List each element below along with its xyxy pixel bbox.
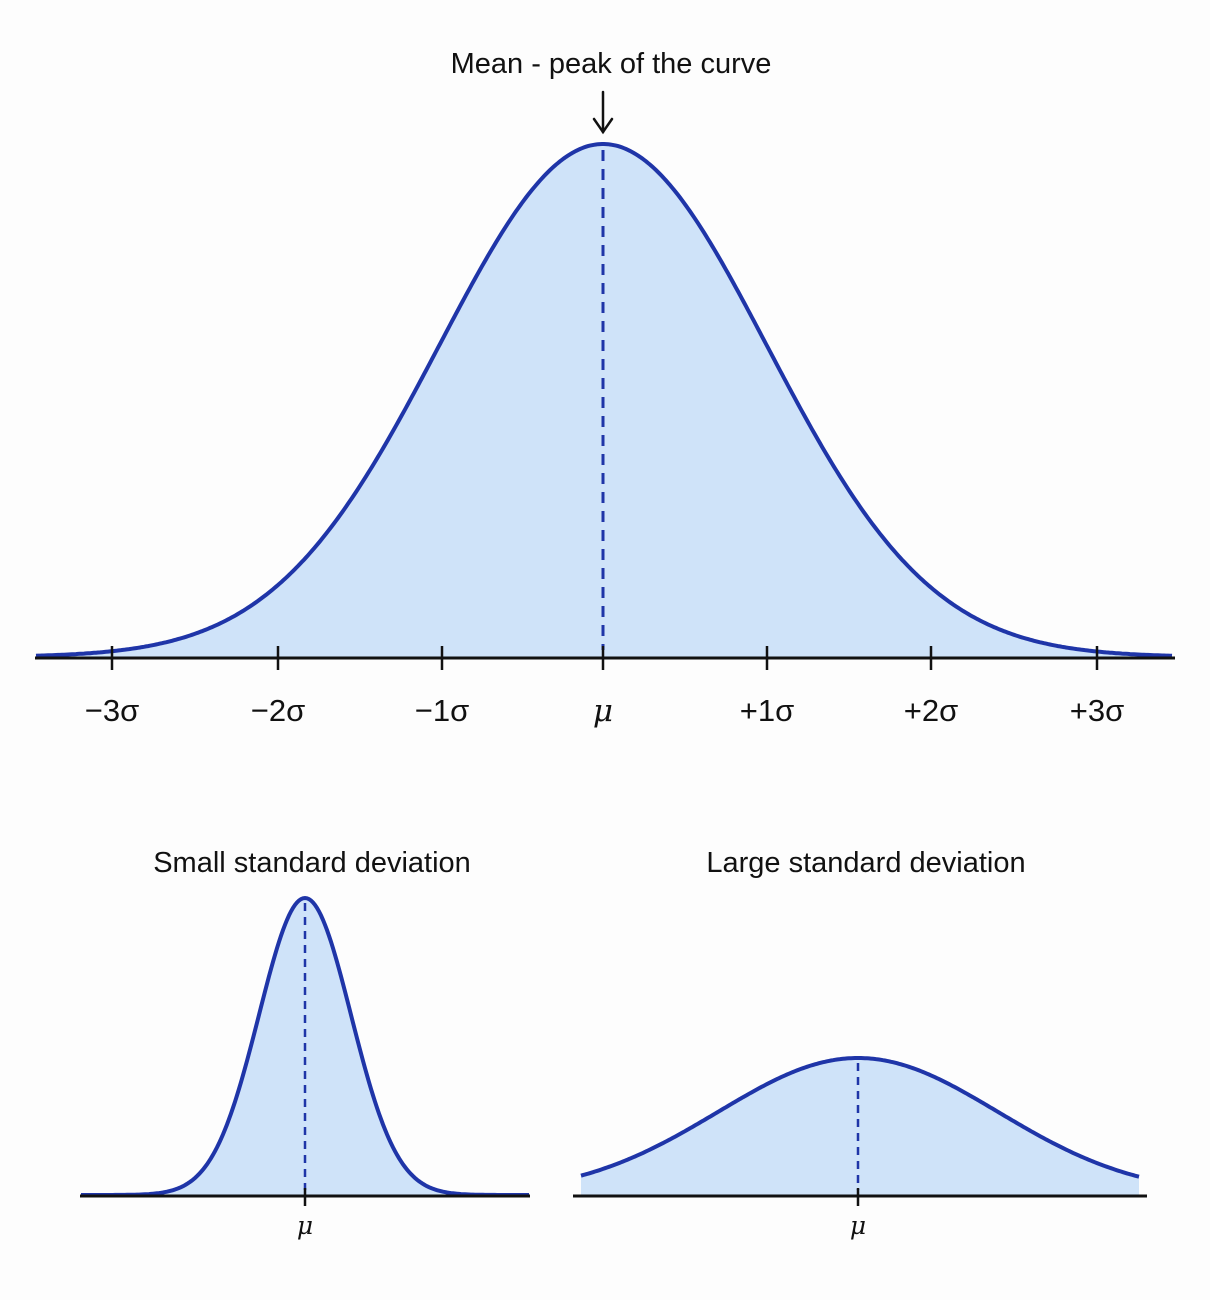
large-mean-label: μ xyxy=(850,1211,866,1240)
small-mean-label: μ xyxy=(297,1211,313,1240)
large-curve-fill xyxy=(581,1058,1139,1195)
main-curve xyxy=(35,142,1173,658)
tick-label-plus1: +1σ xyxy=(740,693,794,728)
arrow-down-icon xyxy=(592,90,614,135)
tick-label-minus3: −3σ xyxy=(85,693,139,728)
tick-label-mean: μ xyxy=(593,693,613,729)
tick-label-plus2: +2σ xyxy=(904,693,958,728)
main-tick-marks xyxy=(110,646,1099,670)
large-curve xyxy=(580,1056,1140,1179)
tick-label-plus3: +3σ xyxy=(1070,693,1124,728)
small-curve xyxy=(81,895,529,1197)
tick-label-minus1: −1σ xyxy=(415,693,469,728)
mean-annotation: Mean - peak of the curve xyxy=(451,48,772,80)
main-chart: −3σ −2σ −1σ μ +1σ +2σ +3σ Mean - peak of… xyxy=(35,48,1175,729)
large-sd-chart: Large standard deviation μ xyxy=(573,847,1147,1240)
tick-label-minus2: −2σ xyxy=(251,693,305,728)
small-sd-title: Small standard deviation xyxy=(153,847,471,879)
small-sd-chart: Small standard deviation μ xyxy=(80,847,530,1240)
large-sd-title: Large standard deviation xyxy=(706,847,1025,879)
main-tick-labels: −3σ −2σ −1σ μ +1σ +2σ +3σ xyxy=(85,693,1124,729)
